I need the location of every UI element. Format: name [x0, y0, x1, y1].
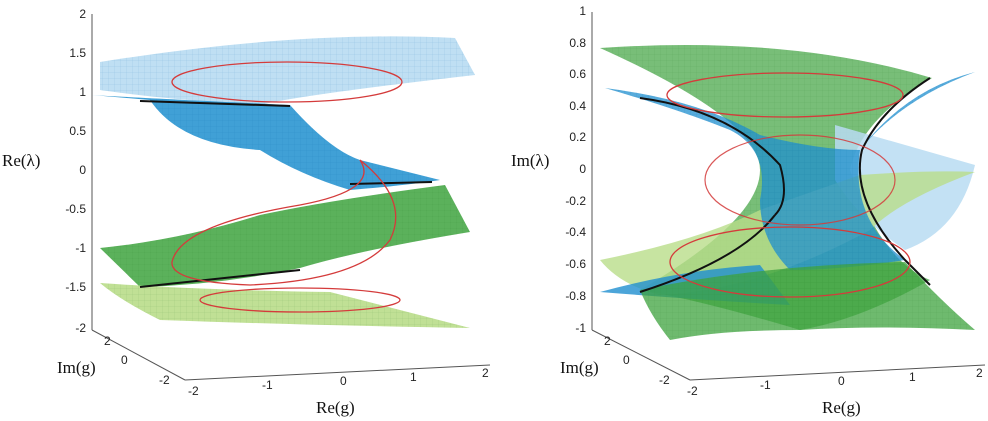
left-surfaces [92, 36, 475, 328]
right-z-axis-label: Im(λ) [511, 151, 549, 170]
right-y-tick: -2 [659, 373, 670, 387]
right-z-tick: 0.4 [569, 99, 586, 113]
left-z-tick: 0.5 [69, 124, 86, 138]
right-z-tick: 0 [579, 162, 586, 176]
right-z-tick: -0.8 [565, 289, 586, 303]
left-x-ticks: -2 -1 0 1 2 [188, 366, 489, 398]
right-z-tick: 0.8 [569, 36, 586, 50]
right-axes [591, 12, 986, 381]
right-x-tick: -2 [687, 384, 698, 398]
right-x-tick: 2 [976, 366, 983, 380]
left-z-tick: 1.5 [69, 46, 86, 60]
left-x-tick: 1 [410, 370, 417, 384]
right-loop-upper [666, 72, 904, 118]
left-y-tick: 2 [104, 334, 111, 348]
right-x-tick: 0 [838, 374, 845, 388]
right-loop-middle [704, 134, 896, 226]
left-z-tick: 2 [79, 7, 86, 21]
right-edge-lower-left [639, 214, 776, 293]
left-edge-middle [349, 181, 433, 185]
right-z-tick: 1 [579, 4, 586, 18]
right-edge-upper-left [639, 97, 785, 216]
left-z-tick: 0 [79, 163, 86, 177]
left-x-tick: 0 [340, 374, 347, 388]
right-y-ticks: 2 0 -2 [604, 334, 670, 387]
right-z-tick: -0.2 [565, 194, 586, 208]
left-z-tick: -2 [75, 321, 86, 335]
left-z-tick: 1 [79, 85, 86, 99]
left-loop-upper [171, 61, 403, 103]
right-z-tick: 0.2 [569, 130, 586, 144]
left-panel: 2 1.5 1 0.5 0 -0.5 -1 -1.5 -2 2 0 -2 -2 … [2, 7, 491, 417]
left-y-ticks: 2 0 -2 [104, 334, 170, 387]
left-axes [91, 14, 491, 381]
left-z-tick: -1 [75, 241, 86, 255]
left-z-ticks: 2 1.5 1 0.5 0 -0.5 -1 -1.5 -2 [65, 7, 86, 335]
right-z-tick: -1 [575, 321, 586, 335]
left-loop-lower [171, 159, 397, 286]
right-x-ticks: -2 -1 0 1 2 [687, 366, 983, 398]
left-x-tick: -1 [262, 378, 273, 392]
left-edge-bottom [139, 269, 301, 288]
right-z-tick: -0.6 [565, 257, 586, 271]
left-y-tick: -2 [159, 373, 170, 387]
left-x-tick: -2 [188, 384, 199, 398]
right-x-axis-label: Re(g) [822, 398, 861, 417]
right-z-tick: 0.6 [569, 67, 586, 81]
left-y-tick: 0 [121, 353, 128, 367]
left-edge-top [139, 100, 291, 107]
left-z-axis-label: Re(λ) [2, 151, 40, 170]
right-z-ticks: 1 0.8 0.6 0.4 0.2 0 -0.2 -0.4 -0.6 -0.8 … [565, 4, 586, 335]
right-surfaces [600, 44, 975, 340]
left-y-axis-label: Im(g) [57, 358, 96, 377]
right-z-tick: -0.4 [565, 225, 586, 239]
left-z-tick: -0.5 [65, 202, 86, 216]
left-x-tick: 2 [482, 366, 489, 380]
right-x-tick: -1 [760, 378, 771, 392]
left-x-axis-label: Re(g) [316, 398, 355, 417]
right-y-axis-label: Im(g) [560, 358, 599, 377]
right-x-tick: 1 [909, 370, 916, 384]
right-edge-upper-right [858, 77, 931, 286]
right-panel: 1 0.8 0.6 0.4 0.2 0 -0.2 -0.4 -0.6 -0.8 … [511, 4, 986, 417]
left-z-tick: -1.5 [65, 280, 86, 294]
right-loop-lower [669, 226, 911, 298]
right-y-tick: 0 [623, 353, 630, 367]
left-loop-bottom [199, 287, 401, 313]
right-y-tick: 2 [604, 334, 611, 348]
